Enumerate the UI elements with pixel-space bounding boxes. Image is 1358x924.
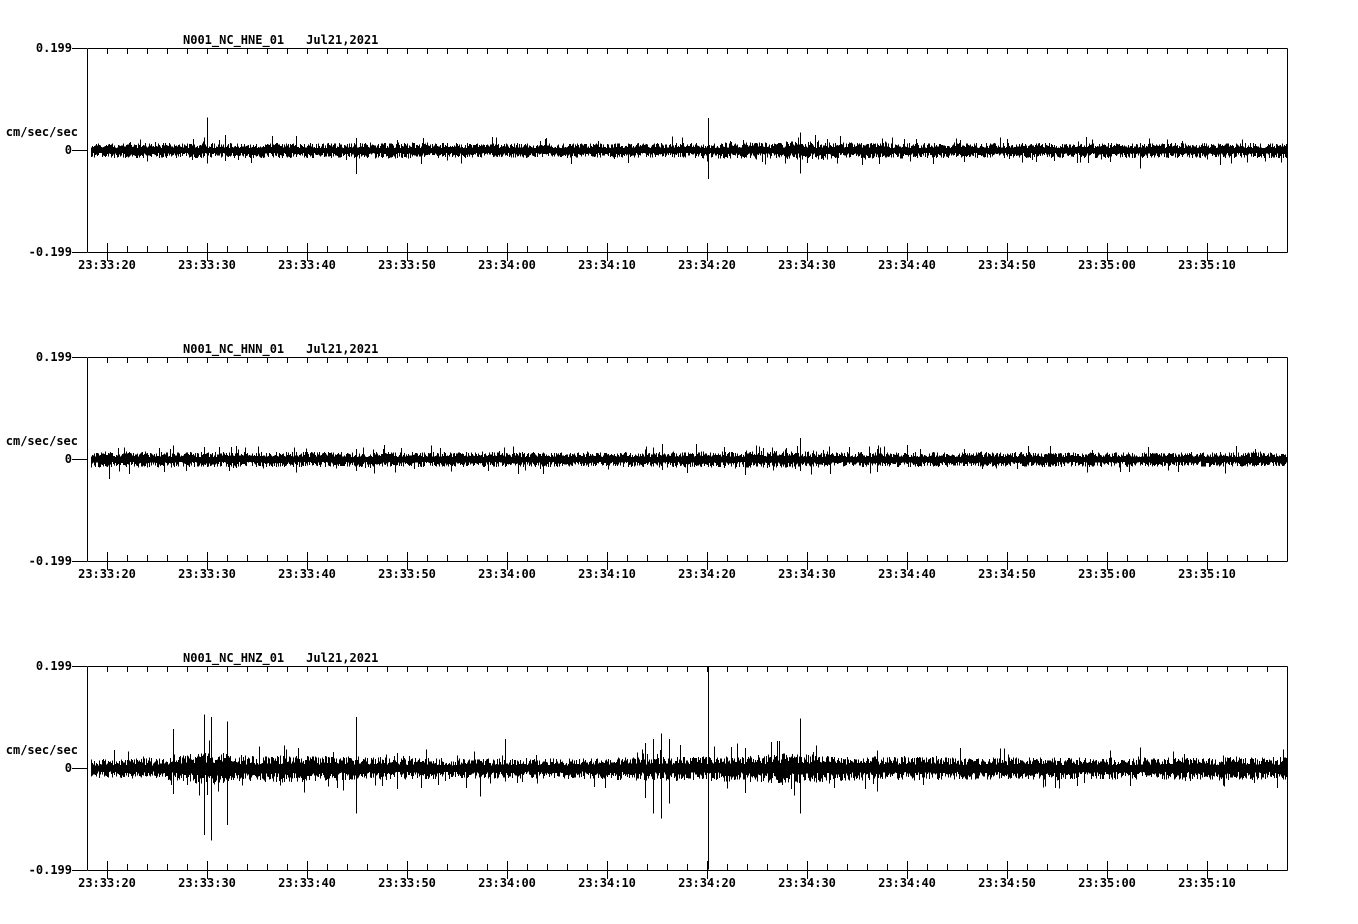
seismogram-panel-hne: N001_NC_HNE_01 Jul21,2021 cm/sec/sec 0.19… bbox=[0, 28, 1358, 290]
x-tick-label: 23:34:50 bbox=[978, 876, 1036, 890]
y-tick-min-label: -0.199 bbox=[28, 554, 72, 568]
channel-id-label: N001_NC_HNE_01 bbox=[183, 33, 285, 47]
x-tick-label: 23:35:00 bbox=[1078, 567, 1136, 581]
y-tick-max-label: 0.199 bbox=[35, 350, 72, 364]
y-tick-zero-label: 0 bbox=[64, 452, 72, 466]
x-tick-label: 23:34:30 bbox=[778, 258, 836, 272]
channel-id-label: N001_NC_HNN_01 bbox=[183, 342, 285, 356]
x-tick-label: 23:34:40 bbox=[878, 258, 936, 272]
x-tick-label: 23:33:40 bbox=[278, 567, 336, 581]
x-tick-label: 23:33:30 bbox=[178, 567, 236, 581]
y-tick-min-label: -0.199 bbox=[28, 863, 72, 877]
x-tick-label: 23:34:00 bbox=[478, 876, 536, 890]
date-label: Jul21,2021 bbox=[306, 33, 379, 47]
x-tick-label: 23:34:40 bbox=[878, 567, 936, 581]
x-tick-label: 23:35:10 bbox=[1178, 567, 1236, 581]
seismogram-panel-hnz: N001_NC_HNZ_01 Jul21,2021 cm/sec/sec 0.19… bbox=[0, 646, 1358, 908]
x-tick-label: 23:34:20 bbox=[678, 567, 736, 581]
channel-id-label: N001_NC_HNZ_01 bbox=[183, 651, 285, 665]
x-tick-label: 23:34:10 bbox=[578, 876, 636, 890]
panel-title: N001_NC_HNZ_01 Jul21,2021 bbox=[183, 651, 378, 665]
x-tick-label: 23:33:20 bbox=[78, 876, 136, 890]
x-tick-label: 23:35:00 bbox=[1078, 876, 1136, 890]
x-tick-label: 23:33:50 bbox=[378, 876, 436, 890]
x-tick-label: 23:34:00 bbox=[478, 258, 536, 272]
x-tick-label: 23:34:30 bbox=[778, 567, 836, 581]
date-label: Jul21,2021 bbox=[306, 651, 379, 665]
y-axis-unit-label: cm/sec/sec bbox=[5, 743, 78, 757]
y-tick-zero-label: 0 bbox=[64, 761, 72, 775]
x-tick-label: 23:33:20 bbox=[78, 567, 136, 581]
y-tick-max-label: 0.199 bbox=[35, 41, 72, 55]
y-tick-min-label: -0.199 bbox=[28, 245, 72, 259]
x-tick-label: 23:33:30 bbox=[178, 258, 236, 272]
x-tick-label: 23:34:10 bbox=[578, 258, 636, 272]
x-tick-label: 23:33:50 bbox=[378, 567, 436, 581]
y-axis-unit-label: cm/sec/sec bbox=[5, 434, 78, 448]
x-tick-label: 23:34:10 bbox=[578, 567, 636, 581]
x-tick-label: 23:33:20 bbox=[78, 258, 136, 272]
seismogram-panel-hnn: N001_NC_HNN_01 Jul21,2021 cm/sec/sec 0.19… bbox=[0, 337, 1358, 599]
panel-title: N001_NC_HNN_01 Jul21,2021 bbox=[183, 342, 378, 356]
waveform-plot-hnz bbox=[72, 666, 1288, 879]
x-tick-label: 23:34:00 bbox=[478, 567, 536, 581]
y-tick-max-label: 0.199 bbox=[35, 659, 72, 673]
panel-title: N001_NC_HNE_01 Jul21,2021 bbox=[183, 33, 378, 47]
x-tick-label: 23:34:50 bbox=[978, 258, 1036, 272]
x-tick-label: 23:34:30 bbox=[778, 876, 836, 890]
x-tick-label: 23:35:00 bbox=[1078, 258, 1136, 272]
x-tick-label: 23:33:40 bbox=[278, 876, 336, 890]
waveform-plot-hne bbox=[72, 48, 1288, 261]
y-axis-unit-label: cm/sec/sec bbox=[5, 125, 78, 139]
x-tick-label: 23:34:40 bbox=[878, 876, 936, 890]
x-tick-label: 23:35:10 bbox=[1178, 876, 1236, 890]
x-tick-label: 23:34:20 bbox=[678, 258, 736, 272]
x-tick-label: 23:34:20 bbox=[678, 876, 736, 890]
x-tick-label: 23:33:40 bbox=[278, 258, 336, 272]
x-tick-label: 23:33:50 bbox=[378, 258, 436, 272]
x-tick-label: 23:33:30 bbox=[178, 876, 236, 890]
waveform-plot-hnn bbox=[72, 357, 1288, 570]
x-tick-label: 23:34:50 bbox=[978, 567, 1036, 581]
date-label: Jul21,2021 bbox=[306, 342, 379, 356]
y-tick-zero-label: 0 bbox=[64, 143, 72, 157]
x-tick-label: 23:35:10 bbox=[1178, 258, 1236, 272]
